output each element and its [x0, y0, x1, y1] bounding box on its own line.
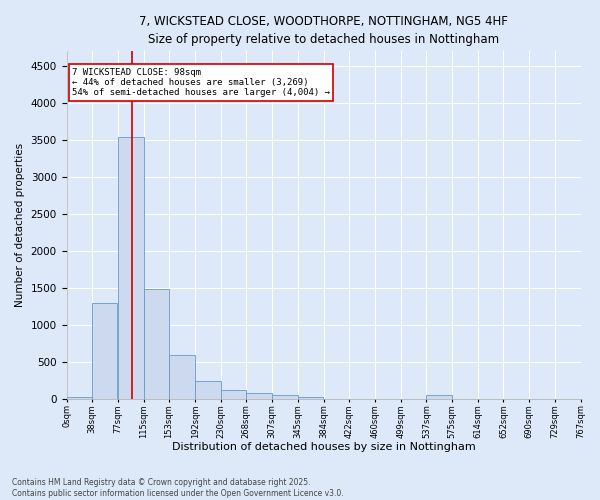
Bar	[272, 396, 298, 399]
Bar	[143, 288, 169, 399]
Y-axis label: Number of detached properties: Number of detached properties	[15, 143, 25, 307]
Bar	[92, 304, 118, 399]
Bar	[221, 390, 246, 399]
Bar	[195, 380, 221, 399]
Text: 7 WICKSTEAD CLOSE: 98sqm
← 44% of detached houses are smaller (3,269)
54% of sem: 7 WICKSTEAD CLOSE: 98sqm ← 44% of detach…	[72, 68, 330, 98]
Bar	[246, 393, 272, 399]
X-axis label: Distribution of detached houses by size in Nottingham: Distribution of detached houses by size …	[172, 442, 475, 452]
Bar	[67, 396, 92, 399]
Text: Contains HM Land Registry data © Crown copyright and database right 2025.
Contai: Contains HM Land Registry data © Crown c…	[12, 478, 344, 498]
Bar	[298, 396, 323, 399]
Bar	[169, 355, 194, 399]
Bar	[118, 137, 143, 399]
Title: 7, WICKSTEAD CLOSE, WOODTHORPE, NOTTINGHAM, NG5 4HF
Size of property relative to: 7, WICKSTEAD CLOSE, WOODTHORPE, NOTTINGH…	[139, 15, 508, 46]
Bar	[427, 396, 452, 399]
